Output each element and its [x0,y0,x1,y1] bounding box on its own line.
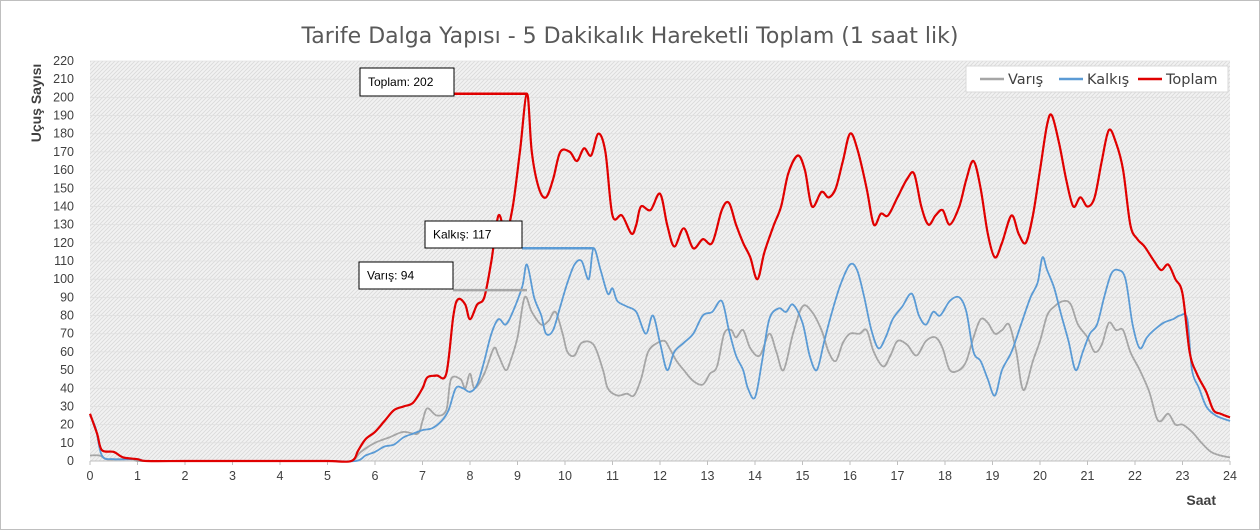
y-tick-label: 40 [60,381,74,395]
y-tick-label: 10 [60,436,74,450]
x-tick-label: 20 [1033,469,1047,483]
y-tick-label: 120 [53,236,74,250]
series-line-varis [89,295,1231,463]
x-tick-label: 1 [134,469,141,483]
x-tick-label: 23 [1176,469,1190,483]
x-tick-label: 0 [87,469,94,483]
series-layer [88,92,1231,463]
x-tick-label: 8 [467,469,474,483]
x-tick-label: 12 [653,469,667,483]
callouts: Toplam: 202 Kalkış: 117 Varış: 94 [358,67,594,292]
x-tick-label: 13 [701,469,715,483]
callout-label-toplam: Toplam: 202 [368,75,434,89]
y-axis-label: Uçuş Sayısı [28,64,44,143]
series-line-kalkis [89,247,1231,463]
y-tick-label: 190 [53,109,74,123]
y-tick-label: 210 [53,72,74,86]
x-axis-ticks: 0 1 2 3 4 5 6 7 8 9 10 11 12 13 14 15 16 17 18 19 20 21 22 23 24 [87,461,1237,483]
y-tick-label: 150 [53,181,74,195]
y-tick-label: 30 [60,399,74,413]
y-tick-label: 100 [53,272,74,286]
y-tick-label: 110 [54,254,74,268]
series-line-toplam [88,92,1231,463]
x-tick-label: 16 [843,469,857,483]
x-tick-label: 4 [277,469,284,483]
x-tick-label: 18 [938,469,952,483]
x-tick-label: 15 [796,469,810,483]
x-tick-label: 10 [558,469,572,483]
x-tick-label: 14 [748,469,762,483]
x-tick-label: 22 [1128,469,1142,483]
x-tick-label: 6 [372,469,379,483]
legend-label-toplam: Toplam [1165,72,1218,88]
y-tick-label: 60 [60,345,74,359]
y-tick-label: 180 [53,127,74,141]
legend: Varış Kalkış Toplam [965,65,1229,93]
y-axis-ticks: 0 10 20 30 40 50 60 70 80 90 100 110 120 130 140 150 160… [53,54,74,468]
y-tick-label: 80 [60,309,74,323]
y-tick-label: 90 [60,290,74,304]
x-tick-label: 21 [1081,469,1095,483]
callout-label-kalkis: Kalkış: 117 [433,228,492,242]
callout-label-varis: Varış: 94 [367,269,414,283]
chart-title: Tarife Dalga Yapısı - 5 Dakikalık Hareke… [301,24,959,49]
legend-box [965,65,1229,93]
x-tick-label: 11 [606,469,619,483]
x-tick-label: 17 [891,469,905,483]
x-tick-label: 7 [419,469,426,483]
y-tick-label: 220 [53,54,74,68]
legend-label-varis: Varış [1008,72,1043,88]
y-tick-label: 20 [60,418,74,432]
x-tick-label: 5 [324,469,331,483]
y-tick-label: 200 [53,90,74,104]
gridlines [90,60,1230,462]
legend-label-kalkis: Kalkış [1087,72,1129,88]
x-tick-label: 2 [182,469,189,483]
y-tick-label: 130 [53,218,74,232]
y-tick-label: 140 [53,199,74,213]
x-tick-label: 3 [229,469,236,483]
y-tick-label: 0 [67,454,74,468]
x-tick-label: 19 [986,469,1000,483]
y-tick-label: 170 [53,145,74,159]
x-tick-label: 9 [514,469,521,483]
callout-box-toplam [359,67,455,97]
y-tick-label: 50 [60,363,74,377]
callout-box-varis [358,261,454,290]
y-tick-label: 160 [53,163,74,177]
x-axis-label: Saat [1186,492,1216,508]
x-tick-label: 24 [1223,469,1237,483]
y-tick-label: 70 [60,327,74,341]
callout-box-kalkis [424,220,523,249]
